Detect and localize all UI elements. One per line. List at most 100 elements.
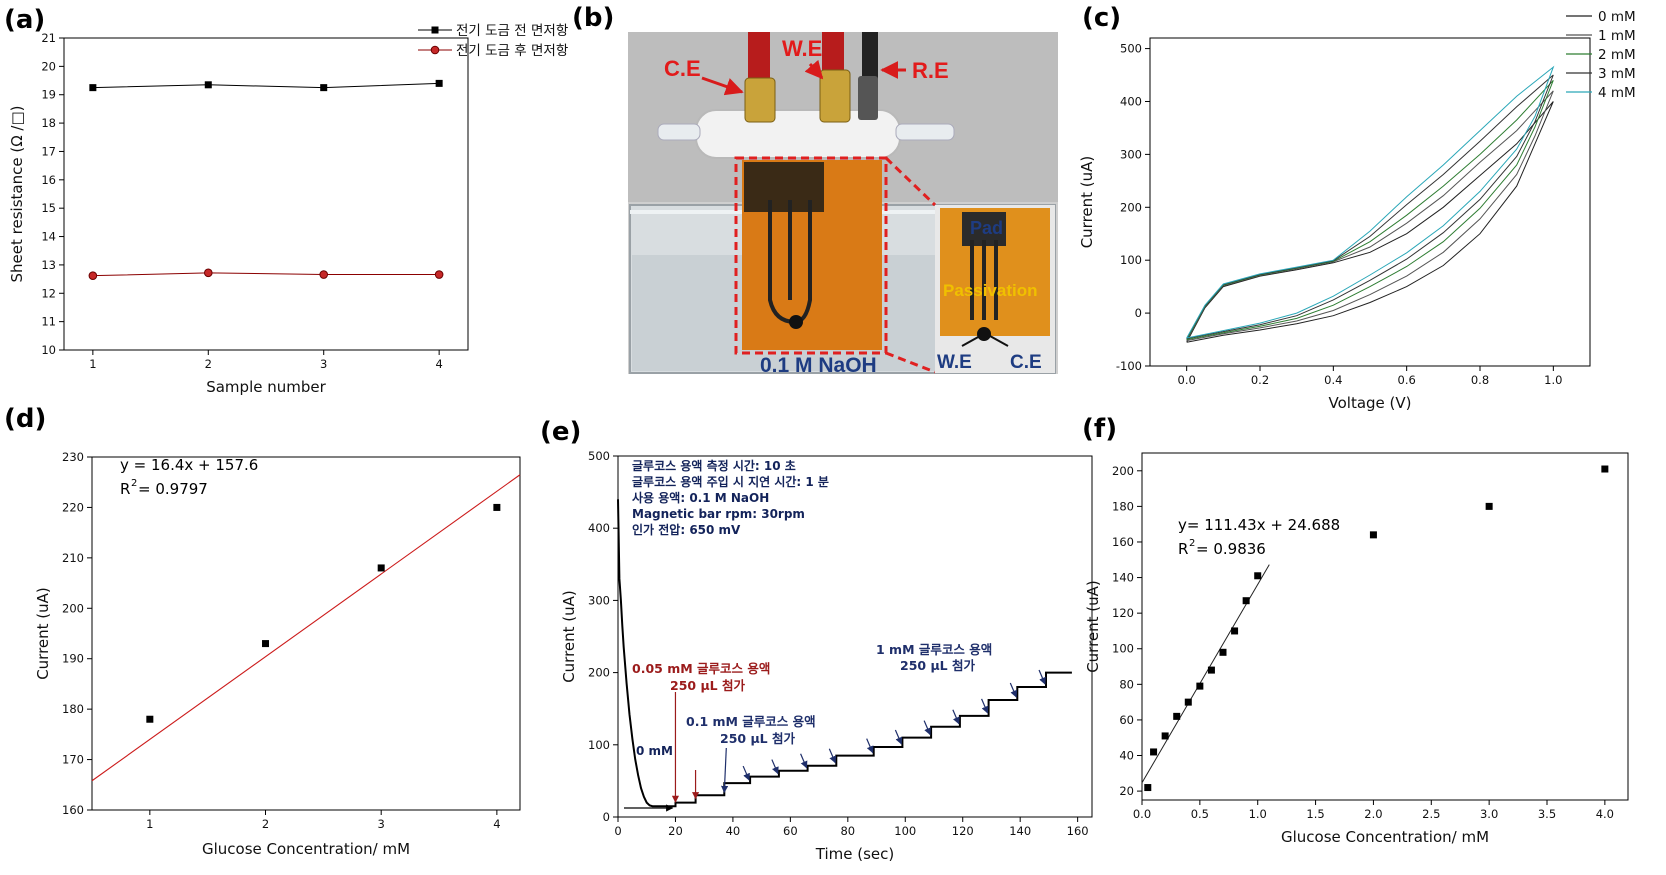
label-inset-ce: C.E bbox=[1010, 352, 1042, 373]
fit-line bbox=[1141, 564, 1270, 784]
annotation-1-line2: 250 μL 첨가 bbox=[900, 658, 975, 673]
injection-arrow bbox=[1009, 682, 1018, 698]
data-point bbox=[1242, 597, 1250, 605]
annotation-0mm: 0 mM bbox=[636, 744, 673, 758]
data-point bbox=[1144, 784, 1152, 792]
y-tick-label: 160 bbox=[62, 803, 84, 817]
y-tick-label: 100 bbox=[1120, 253, 1142, 267]
y-tick-label: 180 bbox=[1112, 499, 1134, 513]
x-axis-title: Glucose Concentration/ mM bbox=[1281, 828, 1489, 846]
data-point bbox=[320, 84, 328, 92]
chart-e-amperometry: 0 20 40 60 80 100 120 140 160 0 100 200 300 400 500 Tim… bbox=[560, 449, 1093, 863]
x-tick-label: 100 bbox=[894, 824, 916, 838]
photo-b-electrochemical-cell: C.E W.E R.E 0.1 M NaOH Pad Passivation W… bbox=[628, 32, 1058, 377]
label-we: W.E bbox=[782, 36, 822, 61]
panel-label-e: (e) bbox=[540, 417, 581, 447]
annotation-01-line1: 0.1 mM 글루코스 용액 bbox=[686, 714, 816, 729]
label-naoh: 0.1 M NaOH bbox=[760, 354, 877, 377]
y-tick-label: 40 bbox=[1119, 749, 1134, 763]
data-point bbox=[1369, 531, 1377, 539]
data-point bbox=[1601, 465, 1609, 473]
x-tick-label: 160 bbox=[1067, 824, 1089, 838]
x-tick-label: 120 bbox=[952, 824, 974, 838]
arrow-inset-we bbox=[961, 335, 981, 347]
y-axis-title: Current (uA) bbox=[1078, 156, 1096, 249]
x-tick-label: 0 bbox=[614, 824, 621, 838]
x-tick-label: 1.5 bbox=[1306, 807, 1324, 821]
annotation-005-line2: 250 μL 첨가 bbox=[670, 678, 745, 693]
y-tick-label: 11 bbox=[41, 315, 56, 329]
sensor-we-dot bbox=[789, 315, 803, 329]
y-tick-label: 140 bbox=[1112, 571, 1134, 585]
x-tick-label: 0.4 bbox=[1324, 373, 1342, 387]
cv-curve-1 bbox=[1186, 90, 1554, 342]
y-tick-label: 120 bbox=[1112, 606, 1134, 620]
y-tick-label: 60 bbox=[1119, 713, 1134, 727]
y-tick-label: 20 bbox=[41, 59, 56, 73]
x-tick-label: 80 bbox=[840, 824, 855, 838]
data-point bbox=[204, 81, 212, 89]
data-point bbox=[434, 270, 444, 279]
panel-label-d: (d) bbox=[4, 404, 46, 434]
data-point bbox=[1196, 682, 1204, 690]
cv-curve-4 bbox=[1186, 65, 1555, 339]
injection-arrow bbox=[1038, 669, 1046, 685]
cv-curve-3 bbox=[1186, 74, 1554, 339]
x-tick-label: 0.8 bbox=[1471, 373, 1489, 387]
zoom-line-top bbox=[884, 156, 937, 207]
clip-re bbox=[858, 76, 878, 120]
plot-frame bbox=[63, 37, 469, 351]
lid-screw-right bbox=[895, 123, 955, 141]
plot-frame bbox=[1149, 37, 1591, 367]
chart-f-calibration: 0.0 0.5 1.0 1.5 2.0 2.5 3.0 3.5 4.0 20 40 60 80 100 12… bbox=[1084, 452, 1629, 846]
injection-arrow bbox=[742, 765, 750, 781]
y-tick-label: 230 bbox=[62, 450, 84, 464]
data-point bbox=[1184, 698, 1192, 706]
legend-label: 1 mM bbox=[1598, 28, 1636, 44]
label-passivation: Passivation bbox=[943, 281, 1038, 300]
y-tick-label: 170 bbox=[62, 753, 84, 767]
condition-note: Magnetic bar rpm: 30rpm bbox=[632, 507, 805, 521]
plot-frame bbox=[91, 456, 521, 811]
chart-c-cyclic-voltammetry: 0.0 0.2 0.4 0.6 0.8 1.0 -100 0 100 200 300 400 500 Vo… bbox=[1078, 9, 1636, 412]
legend-label: 전기 도금 후 면저항 bbox=[456, 43, 568, 59]
x-tick-label: 0.0 bbox=[1178, 373, 1196, 387]
r-squared-value: = 0.9797 bbox=[138, 480, 208, 498]
y-tick-label: 0 bbox=[603, 810, 610, 824]
condition-note: 인가 전압: 650 mV bbox=[632, 522, 741, 537]
x-tick-label: 4 bbox=[493, 817, 500, 831]
injection-arrow bbox=[866, 738, 874, 754]
legend-label: 4 mM bbox=[1598, 85, 1636, 101]
x-tick-label: 0.2 bbox=[1251, 373, 1269, 387]
y-tick-label: -100 bbox=[1116, 359, 1142, 373]
x-axis-title: Sample number bbox=[206, 378, 326, 396]
y-tick-label: 12 bbox=[41, 286, 56, 300]
x-tick-label: 0.0 bbox=[1133, 807, 1151, 821]
y-tick-label: 200 bbox=[588, 666, 610, 680]
x-tick-label: 1.0 bbox=[1249, 807, 1267, 821]
injection-arrow bbox=[923, 720, 931, 736]
x-axis-title: Time (sec) bbox=[815, 845, 894, 863]
series-line-1 bbox=[92, 272, 440, 277]
x-axis-title: Voltage (V) bbox=[1329, 394, 1412, 412]
annotation-1-line1: 1 mM 글루코스 용액 bbox=[876, 642, 992, 657]
r-squared-exponent: 2 bbox=[131, 478, 137, 489]
y-tick-label: 200 bbox=[1112, 464, 1134, 478]
r-squared-letter: R bbox=[1178, 540, 1188, 558]
panel-label-c: (c) bbox=[1082, 3, 1121, 33]
y-tick-label: 80 bbox=[1119, 677, 1134, 691]
y-tick-label: 20 bbox=[1119, 784, 1134, 798]
y-axis-title: Sheet resistance (Ω /□) bbox=[8, 106, 26, 283]
x-tick-label: 2 bbox=[262, 817, 269, 831]
x-axis-title: Glucose Concentration/ mM bbox=[202, 840, 410, 858]
data-point bbox=[88, 271, 98, 280]
data-point bbox=[1219, 648, 1227, 656]
y-tick-label: 17 bbox=[41, 144, 56, 158]
injection-arrow bbox=[981, 698, 989, 714]
y-tick-label: 16 bbox=[41, 173, 56, 187]
y-tick-label: 200 bbox=[1120, 200, 1142, 214]
injection-arrow bbox=[894, 729, 903, 745]
x-tick-label: 3.5 bbox=[1538, 807, 1556, 821]
y-tick-label: 200 bbox=[62, 601, 84, 615]
